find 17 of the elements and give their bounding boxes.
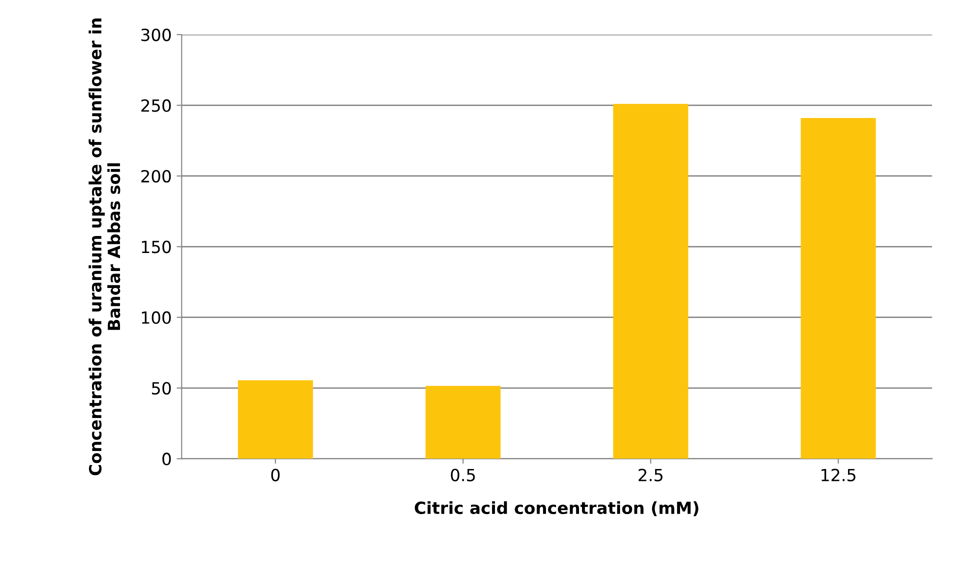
x-tick-label: 2.5 (638, 468, 662, 482)
y-tick-label: 200 (141, 170, 171, 183)
bar (426, 386, 501, 459)
y-axis-title: Concentration of uranium uptake of sunflower in Bandar Abbas soil (88, 18, 120, 476)
y-tick-label: 0 (162, 452, 171, 466)
bar (800, 118, 876, 459)
bar (238, 380, 313, 459)
y-tick-label: 300 (141, 28, 171, 42)
x-axis-title: Citric acid concentration (mM) (414, 501, 698, 516)
x-tick-label: 0.5 (450, 468, 475, 482)
x-tick-label: 0 (271, 468, 280, 482)
y-tick-label: 100 (142, 311, 171, 324)
y-tick-label: 150 (142, 240, 171, 254)
x-tick-label: 12.5 (822, 468, 856, 482)
y-tick-label: 250 (141, 99, 171, 112)
y-tick-label: 50 (152, 382, 171, 395)
bar (613, 104, 688, 459)
